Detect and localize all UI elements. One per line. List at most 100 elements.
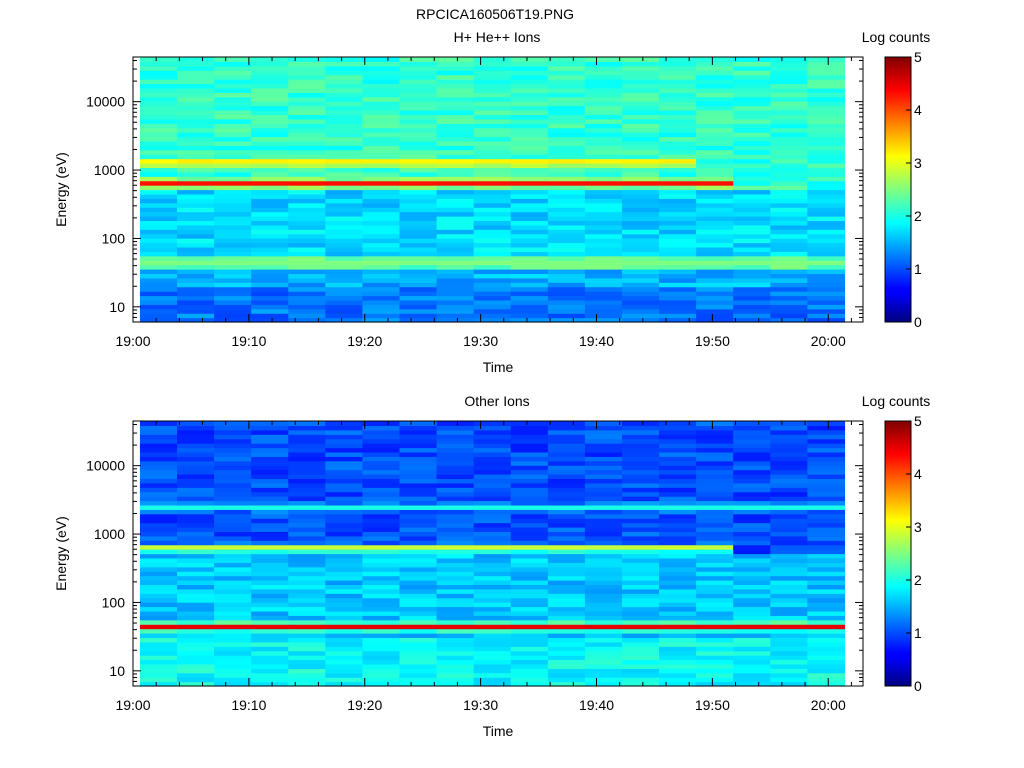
heatmap-cell (436, 553, 475, 559)
heatmap-cell (547, 79, 586, 85)
heatmap-cell (177, 269, 215, 275)
heatmap-cell (584, 79, 623, 85)
heatmap-cell (362, 447, 401, 453)
heatmap-cell (214, 149, 252, 155)
heatmap-cell (288, 273, 326, 279)
heatmap-cell (510, 557, 549, 563)
heatmap-cell (770, 655, 808, 661)
heatmap-cell (807, 615, 846, 621)
heatmap-cell (510, 308, 549, 314)
heatmap-cell (807, 429, 846, 435)
heatmap-cell (733, 571, 771, 577)
heatmap-cell (288, 602, 326, 608)
heatmap-cell (733, 628, 771, 634)
heatmap-cell (399, 668, 438, 674)
heatmap-cell (177, 509, 215, 515)
heatmap-cell (584, 531, 623, 537)
heatmap-cell (659, 646, 697, 652)
heatmap-cell (510, 74, 549, 80)
heatmap-cell (696, 544, 734, 550)
heatmap-cell (399, 447, 438, 453)
heatmap-cell (807, 580, 846, 586)
heatmap-cell (139, 317, 178, 323)
heatmap-cell (436, 633, 475, 639)
heatmap-cell (770, 469, 808, 475)
heatmap-cell (362, 443, 401, 449)
heatmap-cell (807, 677, 846, 683)
heatmap-cell (251, 447, 289, 453)
heatmap-cell (696, 491, 734, 497)
heatmap-cell (659, 136, 697, 142)
heatmap-cell (547, 650, 586, 656)
heatmap-cell (621, 429, 660, 435)
heatmap-cell (473, 180, 512, 186)
colorbar-tick-label: 3 (914, 155, 922, 171)
heatmap-cell (659, 633, 697, 639)
heatmap-cell (139, 123, 178, 129)
heatmap-cell (214, 434, 252, 440)
heatmap-cell (696, 456, 734, 462)
heatmap-cell (584, 425, 623, 431)
heatmap-cell (770, 575, 808, 581)
heatmap-cell (547, 229, 586, 235)
heatmap-cell (139, 255, 178, 261)
heatmap-cell (696, 136, 734, 142)
heatmap-cell (139, 87, 178, 93)
heatmap-cell (510, 659, 549, 665)
heatmap-cell (547, 87, 586, 93)
heatmap-cell (362, 429, 401, 435)
heatmap-cell (139, 286, 178, 292)
heatmap-cell (547, 553, 586, 559)
heatmap-cell (436, 628, 475, 634)
heatmap-cell (621, 260, 660, 266)
heatmap-cell (770, 438, 808, 444)
heatmap-cell (621, 482, 660, 488)
heatmap-cell (214, 509, 252, 515)
heatmap-cell (659, 504, 697, 510)
heatmap-cell (659, 571, 697, 577)
heatmap-cell (325, 79, 364, 85)
heatmap-cell (770, 145, 808, 151)
heatmap-cell (139, 606, 178, 612)
heatmap-cell (362, 233, 401, 239)
heatmap-cell (177, 460, 215, 466)
heatmap-cell (807, 105, 846, 111)
heatmap-cell (214, 83, 252, 89)
heatmap-cell (288, 207, 326, 213)
heatmap-cell (733, 491, 771, 497)
heatmap-cell (362, 132, 401, 138)
heatmap-cell (214, 527, 252, 533)
heatmap-cell (251, 496, 289, 502)
heatmap-cell (325, 421, 364, 427)
heatmap-cell (177, 557, 215, 563)
heatmap-cell (547, 238, 586, 244)
heatmap-cell (251, 663, 289, 669)
heatmap-cell (251, 522, 289, 528)
heatmap-cell (177, 650, 215, 656)
colorbar-gradient (884, 420, 912, 687)
heatmap-cell (584, 487, 623, 493)
heatmap-cell (621, 540, 660, 546)
heatmap-cell (288, 469, 326, 475)
heatmap-cell (547, 491, 586, 497)
heatmap-cell (362, 304, 401, 310)
heatmap-cell (584, 304, 623, 310)
heatmap-cell (547, 496, 586, 502)
heatmap-cell (251, 425, 289, 431)
heatmap-cell (214, 641, 252, 647)
heatmap-cell (547, 105, 586, 111)
heatmap-cell (177, 273, 215, 279)
heatmap-cell (807, 500, 846, 506)
heatmap-cell (473, 114, 512, 120)
heatmap-cell (621, 273, 660, 279)
heatmap-cell (807, 496, 846, 502)
heatmap-cell (621, 628, 660, 634)
heatmap-cell (584, 87, 623, 93)
heatmap-cell (473, 513, 512, 519)
heatmap-cell (251, 619, 289, 625)
y-tick-label: 100 (102, 230, 126, 246)
heatmap-cell (362, 220, 401, 226)
heatmap-cell (547, 659, 586, 665)
heatmap-cell (510, 681, 549, 687)
heatmap-cell (288, 163, 326, 169)
